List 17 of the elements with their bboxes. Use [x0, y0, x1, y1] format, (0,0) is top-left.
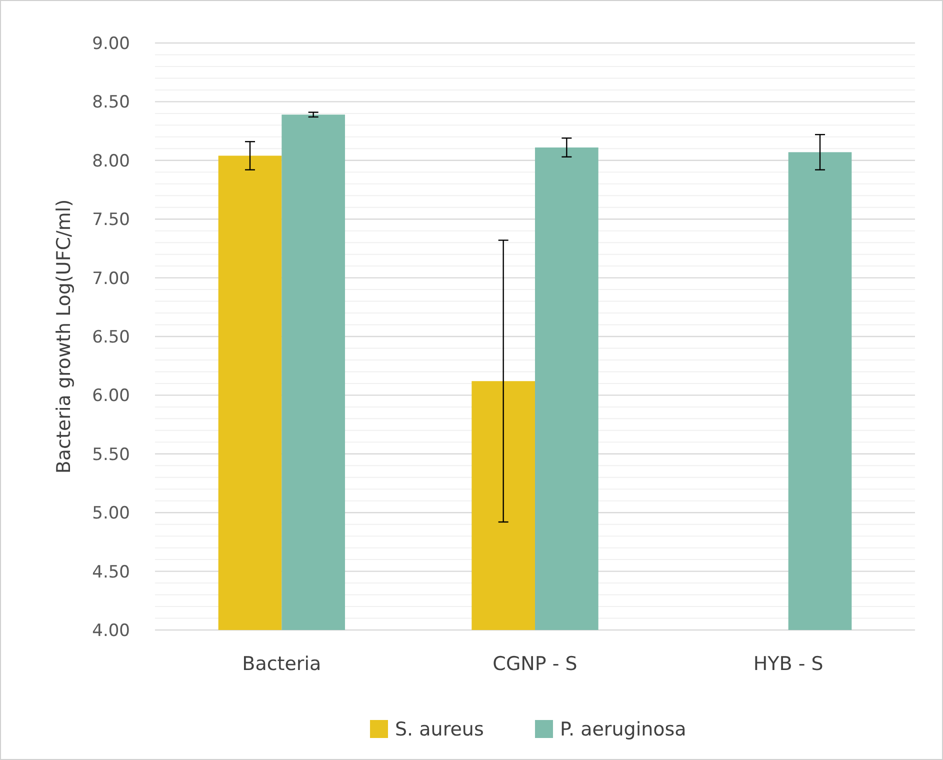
y-tick-label: 4.00 — [92, 620, 130, 641]
y-tick-label: 5.50 — [92, 444, 130, 465]
y-tick-label: 4.50 — [92, 562, 130, 582]
x-tick-label: Bacteria — [242, 653, 322, 675]
y-tick-label: 7.00 — [92, 268, 130, 289]
y-tick-label: 5.00 — [92, 504, 130, 524]
legend-label: S. aureus — [395, 718, 484, 741]
y-tick-label: 8.50 — [92, 92, 130, 113]
y-tick-label: 9.00 — [92, 34, 130, 54]
x-tick-label: HYB - S — [753, 653, 824, 675]
y-tick-label: 6.00 — [92, 386, 130, 406]
y-tick-label: 8.00 — [92, 151, 130, 172]
x-tick-label: CGNP - S — [492, 653, 578, 675]
y-axis-title: Bacteria growth Log(UFC/ml) — [53, 199, 75, 474]
legend-label: P. aeruginosa — [560, 718, 686, 741]
y-tick-label: 6.50 — [92, 327, 130, 348]
y-tick-label: 7.50 — [92, 210, 130, 230]
